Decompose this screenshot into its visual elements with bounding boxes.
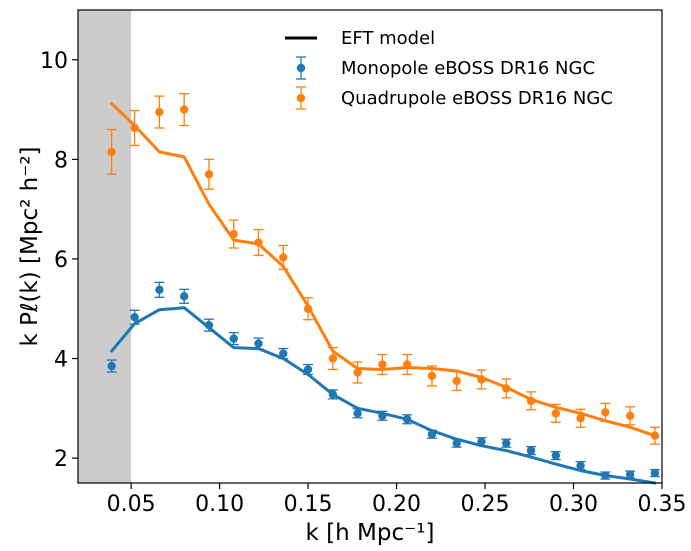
- data-point: [130, 123, 139, 133]
- legend-point-swatch: [296, 63, 306, 73]
- data-point: [625, 411, 635, 420]
- data-point: [601, 471, 610, 480]
- data-point: [353, 409, 362, 418]
- x-tick-label: 0.35: [638, 492, 687, 517]
- y-tick-label: 4: [54, 348, 68, 373]
- data-point: [526, 396, 536, 406]
- legend: EFT model Monopole eBOSS DR16 NGC Quadrupo…: [285, 28, 613, 110]
- series-0: [106, 281, 660, 480]
- data-point: [328, 354, 338, 363]
- data-point: [402, 360, 412, 369]
- data-point: [130, 313, 139, 322]
- x-tick-label: 0.10: [195, 492, 244, 517]
- data-point: [303, 304, 313, 313]
- data-point: [526, 446, 536, 455]
- data-point: [551, 409, 561, 418]
- data-point: [155, 107, 164, 117]
- x-tick-label: 0.05: [107, 492, 156, 517]
- plot-frame: [77, 9, 663, 484]
- data-point: [601, 408, 610, 417]
- x-tick-label: 0.25: [461, 492, 510, 517]
- data-point: [625, 470, 635, 479]
- x-axis-label: k [h Mpc⁻¹]: [306, 520, 435, 546]
- data-point: [576, 414, 585, 423]
- data-point: [107, 361, 116, 371]
- y-tick-label: 2: [54, 447, 68, 472]
- legend-item-0: EFT model: [285, 28, 435, 49]
- data-point: [279, 253, 288, 262]
- data-point: [452, 438, 461, 448]
- y-axis-label: k Pℓ(k) [Mpc² h⁻²]: [17, 146, 43, 346]
- legend-point-swatch: [296, 93, 306, 103]
- x-tick-label: 0.20: [372, 492, 421, 517]
- shaded-region-layer: [78, 10, 132, 483]
- data-point: [107, 147, 116, 157]
- data-point: [502, 438, 511, 448]
- data-point: [378, 411, 387, 420]
- legend-label: EFT model: [341, 28, 435, 49]
- legend-label: Monopole eBOSS DR16 NGC: [341, 58, 595, 79]
- data-point: [179, 105, 189, 114]
- x-tick-label: 0.30: [549, 492, 598, 517]
- data-point: [279, 349, 288, 358]
- data-point: [254, 339, 263, 348]
- data-point: [155, 285, 164, 295]
- shaded-region: [78, 10, 132, 483]
- data-point: [650, 468, 660, 478]
- ticks-layer: 0.05 0.10 0.15 0.20 0.25 0.30 0.35 2 4 6 8 10: [40, 49, 686, 517]
- data-point: [229, 334, 238, 343]
- data-point: [353, 368, 362, 377]
- series-layer: [106, 92, 660, 485]
- data-point: [477, 437, 486, 446]
- y-tick-label: 6: [54, 248, 68, 273]
- data-point: [551, 451, 561, 460]
- data-point: [204, 320, 214, 330]
- data-point: [427, 371, 437, 381]
- data-point: [378, 360, 387, 369]
- data-point: [502, 384, 511, 393]
- data-point: [303, 365, 313, 374]
- data-point: [229, 229, 238, 239]
- data-point: [427, 430, 437, 439]
- legend-item-1: Monopole eBOSS DR16 NGC: [296, 56, 595, 80]
- data-point: [452, 376, 461, 386]
- legend-label: Quadrupole eBOSS DR16 NGC: [341, 88, 613, 109]
- data-point: [254, 238, 263, 247]
- data-point: [477, 375, 486, 384]
- y-tick-label: 8: [54, 148, 68, 173]
- data-point: [204, 170, 214, 179]
- y-tick-label: 10: [40, 49, 68, 74]
- data-point: [402, 415, 412, 424]
- data-point: [179, 292, 189, 301]
- legend-item-2: Quadrupole eBOSS DR16 NGC: [296, 86, 613, 110]
- data-point: [576, 461, 585, 470]
- x-tick-label: 0.15: [284, 492, 333, 517]
- data-point: [650, 431, 660, 440]
- series-1: [106, 92, 660, 445]
- data-point: [328, 390, 338, 399]
